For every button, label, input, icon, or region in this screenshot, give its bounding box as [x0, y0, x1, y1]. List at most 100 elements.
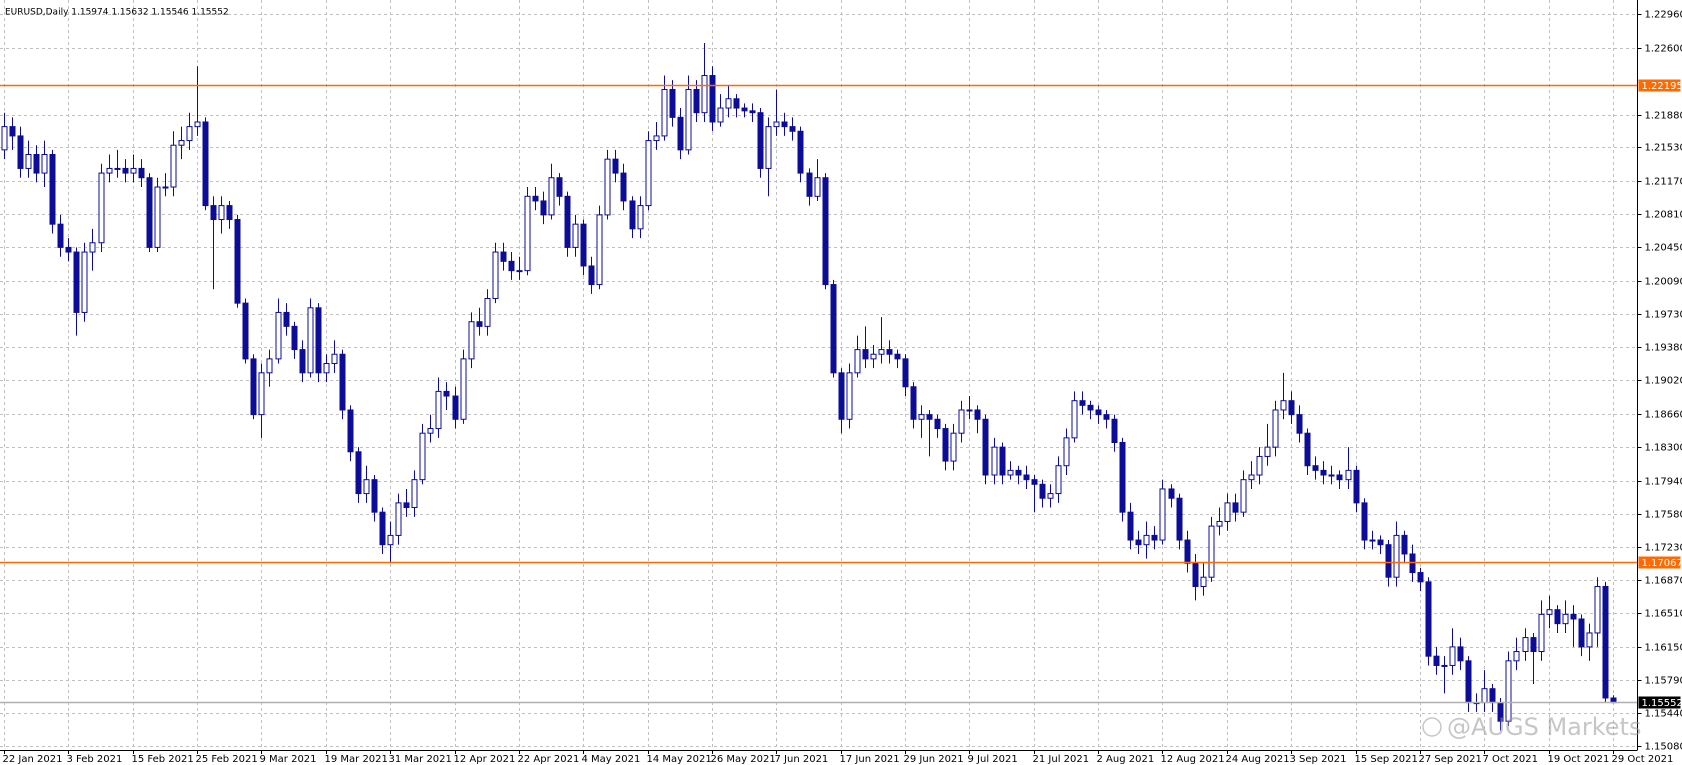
candle-body — [403, 502, 410, 509]
candle-body — [894, 353, 901, 360]
candle-body — [974, 409, 981, 420]
candle-body — [114, 167, 121, 170]
candle-body — [878, 349, 885, 355]
price-label-box — [1638, 696, 1681, 709]
x-tick-label: 9 Mar 2021 — [260, 754, 317, 765]
y-tick-label: 1.21880 — [1645, 111, 1682, 122]
price-label: 1.15552 — [1642, 698, 1682, 709]
price-label: 1.17067 — [1642, 558, 1682, 569]
candle-body — [781, 121, 788, 128]
candle-body — [982, 418, 989, 476]
candle-body — [138, 167, 145, 179]
candle-body — [1522, 637, 1529, 653]
candle-body — [950, 432, 957, 462]
candle-body — [460, 358, 467, 420]
candle-body — [1530, 637, 1537, 653]
y-tick-label: 1.17940 — [1645, 477, 1682, 488]
candle-body — [130, 167, 137, 174]
candle-body — [580, 223, 587, 267]
candle-body — [765, 126, 772, 169]
y-tick-label: 1.20450 — [1645, 243, 1682, 254]
candle-body — [89, 242, 96, 253]
candle-body — [1538, 613, 1545, 653]
candle-body — [677, 116, 684, 151]
candle-body — [991, 446, 998, 476]
candle-body — [797, 130, 804, 174]
x-tick-label: 12 Apr 2021 — [454, 754, 516, 765]
candle-body — [250, 358, 257, 416]
candle-body — [1216, 520, 1223, 527]
candle-body — [395, 502, 402, 536]
candle-body — [9, 126, 16, 137]
candle-body — [685, 88, 692, 151]
x-tick-label: 26 May 2021 — [711, 754, 776, 765]
candle-body — [1071, 400, 1078, 439]
candle-body — [1192, 562, 1199, 587]
candle-body — [966, 409, 973, 412]
y-tick-label: 1.17580 — [1645, 510, 1682, 521]
candle-body — [1111, 418, 1118, 443]
candle-body — [1377, 539, 1384, 546]
candle-body — [741, 107, 748, 112]
candle-body — [242, 302, 249, 360]
candle-body — [717, 107, 724, 123]
candle-body — [653, 135, 660, 142]
candle-body — [307, 307, 314, 374]
x-tick-label: 12 Aug 2021 — [1161, 754, 1225, 765]
candle-body — [789, 126, 796, 132]
candle-body — [1554, 609, 1561, 625]
candle-body — [709, 75, 716, 123]
candle-body — [468, 321, 475, 360]
grid — [0, 0, 1638, 750]
x-tick-label: 25 Feb 2021 — [196, 754, 258, 765]
x-tick-label: 9 Jul 2021 — [968, 754, 1018, 765]
candle-body — [25, 154, 32, 169]
x-tick-label: 19 Mar 2021 — [325, 754, 388, 765]
candle-body — [283, 311, 290, 327]
candle-body — [508, 260, 515, 272]
candle-body — [435, 390, 442, 430]
candle-body — [1, 126, 8, 151]
candle-body — [1353, 469, 1360, 504]
price-label-box — [1638, 556, 1681, 569]
candle-body — [106, 167, 113, 174]
candle-body — [1304, 432, 1311, 467]
candle-body — [98, 172, 105, 244]
candle-body — [701, 75, 708, 114]
candle-body — [564, 195, 571, 248]
candle-body — [170, 144, 177, 188]
candle-body — [1320, 469, 1327, 476]
candle-body — [210, 205, 217, 221]
candle-body — [1457, 646, 1464, 662]
candle-body — [500, 251, 507, 262]
candle-body — [1562, 613, 1569, 625]
x-tick-label: 14 May 2021 — [647, 754, 712, 765]
candle-body — [1505, 660, 1512, 722]
candle-body — [218, 205, 225, 221]
candle-body — [532, 195, 539, 202]
candle-body — [1449, 646, 1456, 666]
candle-body — [1578, 618, 1585, 648]
candle-body — [1224, 502, 1231, 522]
candle-body — [266, 358, 273, 374]
candle-body — [886, 349, 893, 355]
candle-body — [57, 223, 64, 248]
candle-body — [1393, 534, 1400, 578]
candle-body — [1312, 465, 1319, 471]
candle-body — [347, 409, 354, 453]
x-tick-label: 7 Oct 2021 — [1483, 754, 1538, 765]
price-label: 1.22195 — [1642, 81, 1682, 92]
candle-body — [1425, 581, 1432, 657]
candle-body — [661, 88, 668, 137]
candle-body — [1602, 585, 1609, 699]
candle-body — [226, 205, 233, 221]
candle-body — [258, 372, 265, 416]
candle-body — [814, 177, 821, 197]
x-tick-label: 29 Jun 2021 — [904, 754, 964, 765]
candle-body — [1489, 688, 1496, 704]
y-tick-label: 1.19730 — [1645, 310, 1682, 321]
candle-body — [1103, 414, 1110, 420]
candle-body — [749, 110, 756, 114]
candle-body — [65, 246, 72, 253]
